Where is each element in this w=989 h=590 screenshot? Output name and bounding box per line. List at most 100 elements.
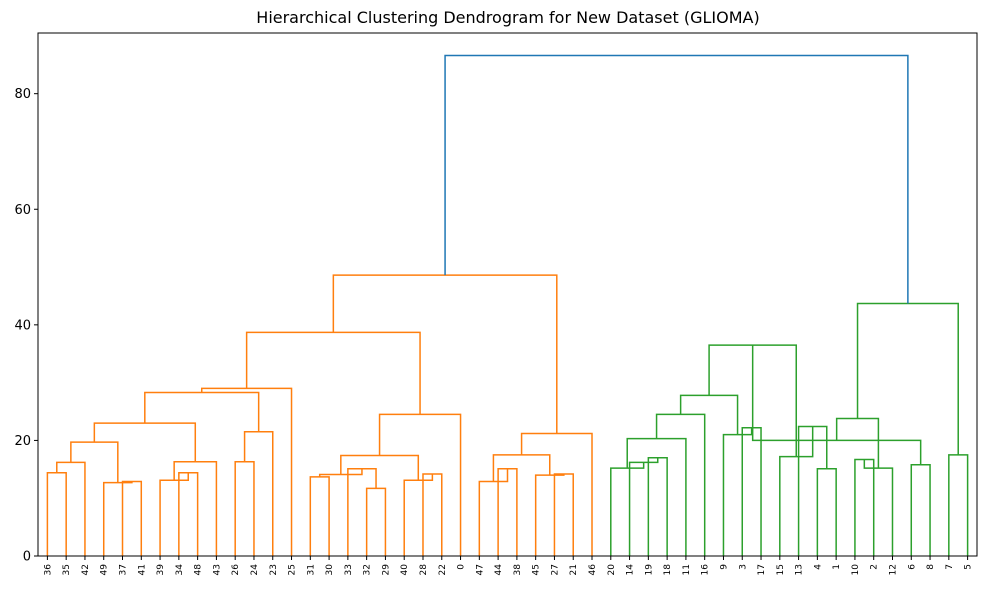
x-tick-label: 28 xyxy=(419,564,429,576)
dendrogram-link xyxy=(708,344,797,457)
dendrogram-link xyxy=(159,472,189,556)
dendrogram-link xyxy=(332,274,558,434)
x-tick-label: 39 xyxy=(156,564,166,576)
x-tick-label: 33 xyxy=(344,564,354,575)
dendrogram-link xyxy=(200,387,293,556)
x-tick-label: 16 xyxy=(701,564,711,576)
dendrogram-link xyxy=(403,473,434,556)
plot-frame xyxy=(37,32,978,557)
x-tick-label: 5 xyxy=(964,564,974,570)
dendrogram-link xyxy=(444,54,909,304)
x-tick-label: 37 xyxy=(119,564,129,575)
x-tick-label: 23 xyxy=(269,564,279,575)
x-tick-label: 19 xyxy=(644,564,654,576)
dendrogram-link xyxy=(628,457,659,556)
x-tick-label: 29 xyxy=(381,564,391,576)
dendrogram-link xyxy=(647,457,668,556)
dendrogram-link xyxy=(178,472,199,556)
dendrogram-link xyxy=(751,345,922,465)
x-tick-label: 44 xyxy=(494,564,504,576)
dendrogram-link xyxy=(741,426,762,556)
x-tick-label: 25 xyxy=(288,564,298,575)
x-tick-label: 45 xyxy=(532,564,542,575)
dendrogram-link xyxy=(243,431,274,556)
dendrogram-links xyxy=(46,54,969,556)
chart-title: Hierarchical Clustering Dendrogram for N… xyxy=(256,8,759,27)
x-tick-label: 18 xyxy=(663,564,673,576)
x-tick-label: 15 xyxy=(776,564,786,575)
x-tick-label: 48 xyxy=(194,564,204,576)
dendrogram-link xyxy=(722,427,753,556)
dendrogram-link xyxy=(144,391,260,432)
x-tick-label: 1 xyxy=(832,564,842,570)
dendrogram-link xyxy=(422,473,443,556)
x-tick-label: 34 xyxy=(175,564,185,576)
dendrogram-link xyxy=(378,413,462,556)
x-tick-label: 26 xyxy=(231,564,241,576)
y-tick-label: 80 xyxy=(14,87,31,102)
x-tick-label: 49 xyxy=(100,564,110,576)
x-tick-label: 8 xyxy=(926,564,936,570)
x-tick-label: 22 xyxy=(438,564,448,575)
x-tick-label: 11 xyxy=(682,564,692,575)
x-axis: 36 35 42 49 37 41 39 34 48 43 26 24 23 25 31 30 33 32 29 40… xyxy=(43,556,974,576)
x-tick-label: 30 xyxy=(325,564,335,576)
x-tick-label: 3 xyxy=(738,564,748,570)
y-tick-label: 60 xyxy=(14,203,31,218)
dendrogram-link xyxy=(340,454,420,481)
x-tick-label: 17 xyxy=(757,564,767,575)
dendrogram-link xyxy=(520,432,593,556)
x-tick-label: 0 xyxy=(457,564,467,570)
x-tick-label: 6 xyxy=(907,564,917,570)
dendrogram-link xyxy=(70,441,119,483)
dendrogram-link xyxy=(173,461,218,556)
x-tick-label: 31 xyxy=(306,564,316,575)
x-tick-label: 47 xyxy=(475,564,485,575)
y-tick-label: 20 xyxy=(14,434,31,449)
x-tick-label: 41 xyxy=(137,564,147,575)
x-tick-label: 46 xyxy=(588,564,598,576)
dendrogram-link xyxy=(856,302,959,455)
y-axis: 0 20 40 60 80 xyxy=(14,87,38,565)
x-tick-label: 10 xyxy=(851,564,861,576)
x-tick-label: 42 xyxy=(81,564,91,575)
dendrogram-link xyxy=(245,331,421,415)
dendrogram-link xyxy=(497,467,518,556)
x-tick-label: 21 xyxy=(569,564,579,575)
dendrogram-link xyxy=(835,417,880,469)
x-tick-label: 12 xyxy=(888,564,898,575)
dendrogram-link xyxy=(679,394,739,435)
dendrogram-link xyxy=(655,413,706,556)
x-tick-label: 4 xyxy=(813,564,823,570)
dendrogram-link xyxy=(948,454,969,556)
dendrogram-link xyxy=(610,462,645,556)
dendrogram-link xyxy=(121,480,143,556)
y-tick-label: 0 xyxy=(23,550,31,565)
dendrogram-link xyxy=(863,459,894,556)
x-tick-label: 24 xyxy=(250,564,260,576)
x-tick-label: 2 xyxy=(870,564,880,570)
dendrogram-link xyxy=(553,473,574,556)
x-tick-label: 27 xyxy=(550,564,560,575)
x-tick-label: 40 xyxy=(400,564,410,576)
dendrogram-link xyxy=(534,473,565,556)
y-tick-label: 40 xyxy=(14,318,31,333)
x-tick-label: 35 xyxy=(62,564,72,575)
dendrogram-link xyxy=(797,425,828,556)
dendrogram-link xyxy=(910,463,931,556)
dendrogram-link xyxy=(234,461,255,556)
dendrogram-link xyxy=(93,422,197,462)
dendrogram-link xyxy=(46,472,67,556)
dendrogram-link xyxy=(347,467,377,556)
x-tick-label: 7 xyxy=(945,564,955,570)
x-tick-label: 13 xyxy=(795,564,805,575)
x-tick-label: 43 xyxy=(212,564,222,575)
dendrogram-link xyxy=(816,467,837,556)
dendrogram-link xyxy=(56,461,86,556)
x-tick-label: 20 xyxy=(607,564,617,576)
dendrogram-link xyxy=(626,437,687,556)
x-tick-label: 32 xyxy=(363,564,373,575)
dendrogram-link xyxy=(478,468,509,556)
x-tick-label: 38 xyxy=(513,564,523,576)
